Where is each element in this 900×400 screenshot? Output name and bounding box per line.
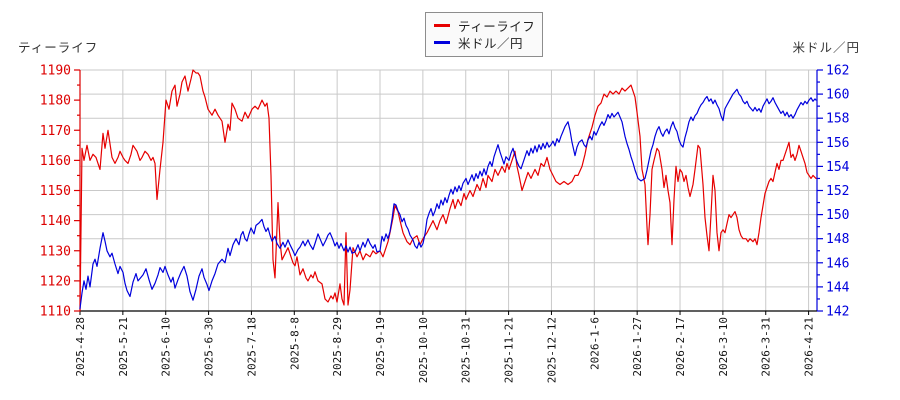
- left-axis-tick-label: 1150: [40, 184, 71, 199]
- right-axis-tick-label: 142: [826, 305, 849, 320]
- right-axis-tick-label: 146: [826, 256, 849, 271]
- x-axis-tick-label: 2025-11-21: [503, 317, 516, 383]
- legend-label-usdjpy: 米ドル／円: [458, 36, 524, 51]
- x-axis-tick-label: 2025-6-30: [203, 317, 216, 377]
- left-axis-tick-label: 1130: [40, 244, 71, 259]
- left-axis-tick-label: 1120: [40, 274, 71, 289]
- right-axis-tick-label: 156: [826, 136, 849, 151]
- right-axis-tick-label: 158: [826, 112, 849, 127]
- left-axis-tick-label: 1110: [40, 305, 71, 320]
- right-axis-tick-label: 160: [826, 88, 849, 103]
- x-axis-tick-label: 2025-8-8: [288, 317, 301, 370]
- right-axis-ticks: 142 144 146 148 150 152 154 156 158 160 162: [817, 64, 850, 320]
- blue-line-swatch-icon: [434, 41, 450, 44]
- x-axis-tick-label: 2025-12-12: [545, 317, 558, 383]
- x-axis-tick-label: 2025-9-19: [374, 317, 387, 377]
- right-axis-series-title: 米ドル／円: [792, 40, 860, 55]
- red-line-swatch-icon: [434, 24, 450, 27]
- legend-item-tealife: ティーライフ: [434, 17, 536, 34]
- right-axis-tick-label: 162: [826, 64, 849, 79]
- left-axis-series-title: ティーライフ: [18, 40, 99, 55]
- x-axis-tick-label: 2026-3-10: [717, 317, 730, 377]
- legend: ティーライフ 米ドル／円: [425, 12, 543, 57]
- right-axis-tick-label: 154: [826, 160, 850, 175]
- left-axis-tick-label: 1190: [40, 64, 71, 79]
- right-axis-tick-label: 144: [826, 280, 850, 295]
- series-line-usdjpy: [79, 88, 817, 310]
- legend-item-usdjpy: 米ドル／円: [434, 34, 534, 51]
- left-axis-tick-label: 1180: [40, 94, 71, 109]
- gridlines: [79, 69, 817, 311]
- x-axis-tick-label: 2026-3-31: [760, 317, 773, 377]
- left-axis-tick-label: 1160: [40, 154, 71, 169]
- left-axis-ticks: 1110 1120 1130 1140 1150 1160 1170 1180 1190: [40, 64, 80, 320]
- x-axis-tick-label: 2026-1-27: [631, 317, 644, 377]
- x-axis-ticks: 2025-4-28 2025-5-21 2025-6-10 2025-6-30 2025…: [74, 311, 816, 383]
- left-axis-tick-label: 1140: [40, 214, 71, 229]
- series-line-tealife: [79, 69, 817, 312]
- x-axis-tick-label: 2025-8-29: [331, 317, 344, 377]
- right-axis-tick-label: 148: [826, 232, 849, 247]
- x-axis-tick-label: 2025-5-21: [117, 317, 130, 377]
- x-axis-tick-label: 2026-4-21: [803, 317, 816, 377]
- x-axis-tick-label: 2026-1-6: [588, 317, 601, 370]
- right-axis-tick-label: 150: [826, 208, 849, 223]
- x-axis-tick-label: 2026-2-17: [674, 317, 687, 377]
- x-axis-tick-label: 2025-6-10: [160, 317, 173, 377]
- x-axis-tick-label: 2025-4-28: [74, 317, 87, 377]
- x-axis-tick-label: 2025-7-18: [245, 317, 258, 377]
- left-axis-tick-label: 1170: [40, 124, 71, 139]
- x-axis-tick-label: 2025-10-10: [417, 317, 430, 383]
- legend-label-tealife: ティーライフ: [458, 19, 536, 34]
- right-axis-tick-label: 152: [826, 184, 849, 199]
- x-axis-tick-label: 2025-10-31: [460, 317, 473, 383]
